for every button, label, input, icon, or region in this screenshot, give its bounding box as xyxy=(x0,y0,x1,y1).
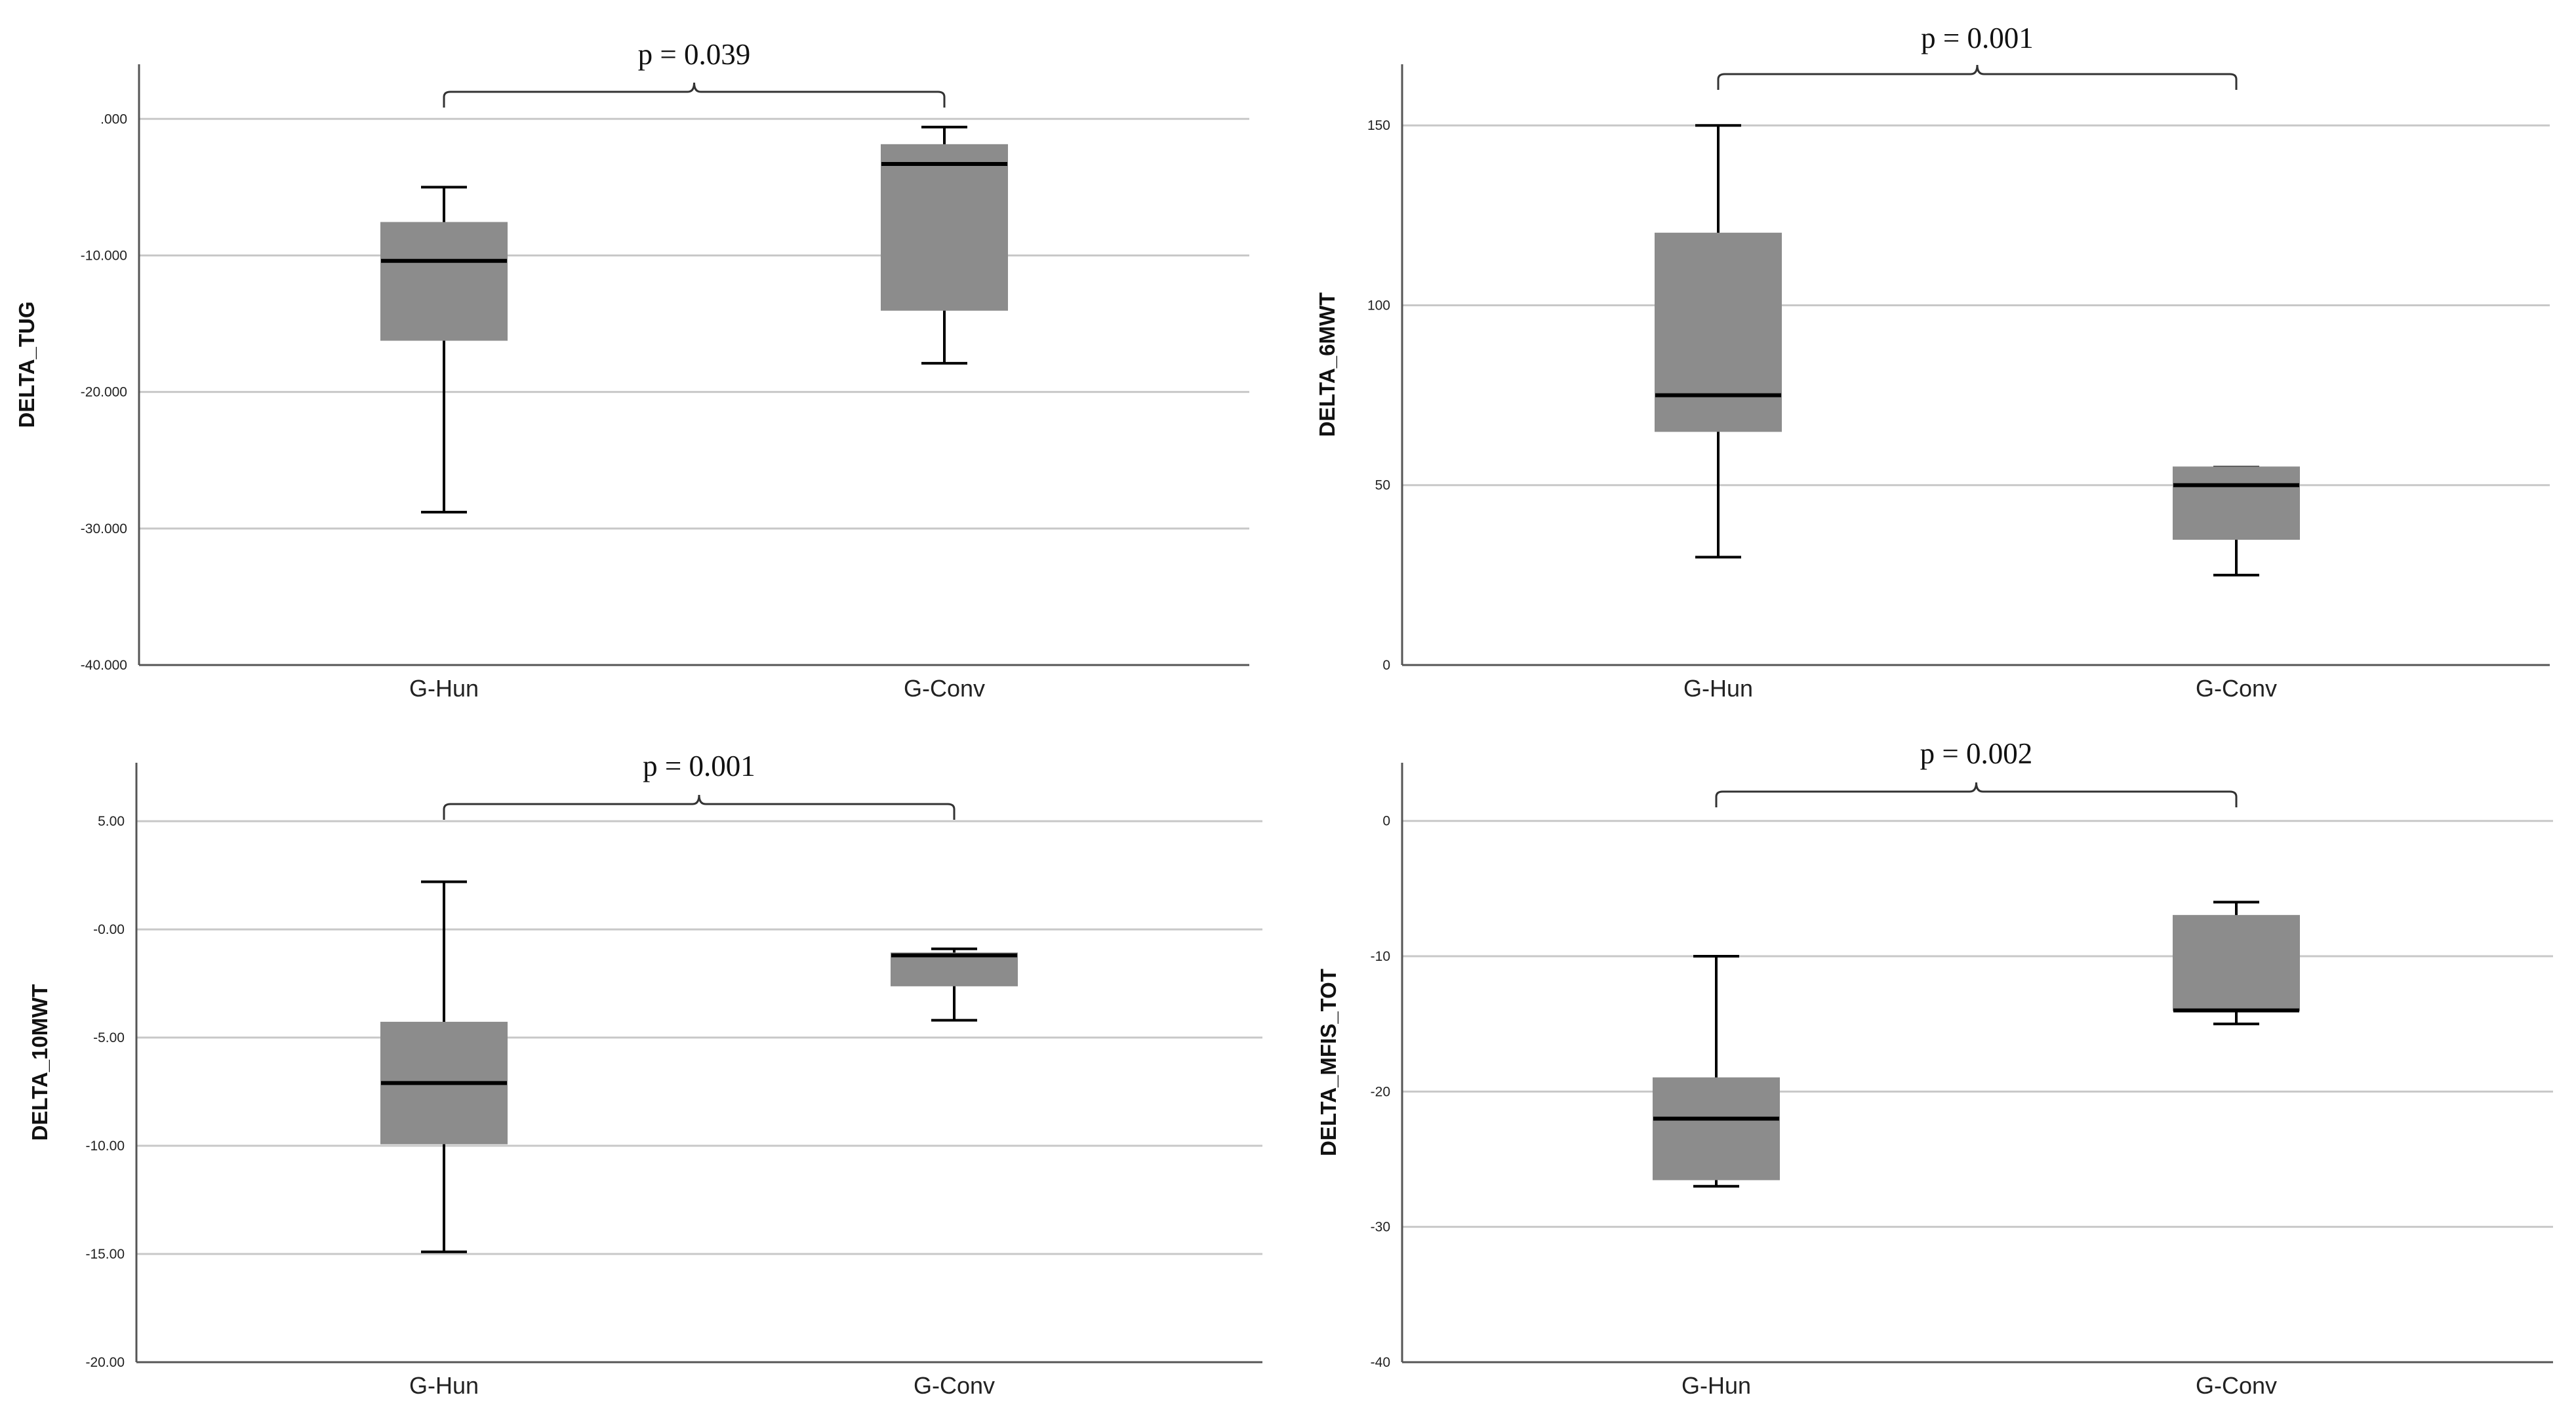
y-tick-label: -30 xyxy=(1371,1220,1390,1235)
y-tick-label: 100 xyxy=(1367,298,1390,313)
iqr-box xyxy=(881,144,1008,311)
y-tick-label: -10 xyxy=(1371,949,1390,964)
significance-bracket xyxy=(1717,64,2238,90)
iqr-box xyxy=(2173,915,2300,1011)
y-tick-label: 0 xyxy=(1382,814,1390,829)
y-tick-label: 150 xyxy=(1367,118,1390,133)
y-tick-label: -10.000 xyxy=(81,248,127,263)
y-tick-label: -30.000 xyxy=(81,521,127,536)
x-category-label: G-Hun xyxy=(409,1372,479,1399)
p-value-label: p = 0.001 xyxy=(1921,22,2034,54)
chart-panel: 5.00 -0.00 -5.00 -10.00 -15.00 -20.00 DELTA_10… xyxy=(28,750,1262,1399)
x-category-label: G-Hun xyxy=(409,675,479,702)
x-category-label: G-Conv xyxy=(904,675,985,702)
y-tick-label: -5.00 xyxy=(93,1030,125,1045)
y-tick-label: 0 xyxy=(1382,658,1390,673)
y-tick-label: -20.00 xyxy=(85,1355,125,1370)
y-axis-title: DELTA_6MWT xyxy=(1315,293,1339,437)
p-value-label: p = 0.002 xyxy=(1920,737,2033,770)
iqr-box xyxy=(2173,466,2300,540)
box-g-conv xyxy=(2173,900,2300,1026)
x-category-label: G-Hun xyxy=(1683,675,1753,702)
significance-bracket xyxy=(1715,782,2238,807)
x-category-label: G-Hun xyxy=(1681,1372,1751,1399)
x-category-label: G-Conv xyxy=(2196,675,2277,702)
significance-bracket xyxy=(443,82,946,108)
box-g-conv xyxy=(891,947,1018,1022)
p-value-label: p = 0.039 xyxy=(638,38,751,71)
y-tick-label: -10.00 xyxy=(85,1139,125,1154)
box-g-hun xyxy=(380,880,508,1253)
y-tick-label: 5.00 xyxy=(98,814,125,829)
y-tick-label: -20 xyxy=(1371,1084,1390,1099)
box-g-hun xyxy=(380,186,508,514)
y-tick-label: -40.000 xyxy=(81,658,127,673)
y-tick-label: -0.00 xyxy=(93,922,125,937)
iqr-box xyxy=(891,952,1018,986)
y-tick-label: .000 xyxy=(100,111,127,127)
y-tick-label: -20.000 xyxy=(81,385,127,400)
y-tick-label: -40 xyxy=(1371,1355,1390,1370)
chart-panel: .000 -10.000 -20.000 -30.000 -40.000 DELTA_TU… xyxy=(14,38,1249,702)
iqr-box xyxy=(1653,1077,1780,1181)
box-g-conv xyxy=(2173,466,2300,576)
box-g-hun xyxy=(1655,124,1782,559)
iqr-box xyxy=(1655,232,1782,432)
y-tick-label: 50 xyxy=(1375,478,1390,493)
x-category-label: G-Conv xyxy=(914,1372,995,1399)
p-value-label: p = 0.001 xyxy=(643,750,755,782)
y-axis-title: DELTA_TUG xyxy=(14,301,39,428)
box-g-hun xyxy=(1653,955,1780,1188)
y-tick-label: -15.00 xyxy=(85,1247,125,1262)
box-g-conv xyxy=(881,125,1008,365)
chart-panel: 0 -10 -20 -30 -40 DELTA_MFIS_TOT G-Hun G-Conv p … xyxy=(1316,737,2553,1399)
chart-panel: 0 50 100 150 DELTA_6MWT G-Hun G-Conv p = 0.001 xyxy=(1315,22,2550,702)
significance-bracket xyxy=(443,794,956,820)
iqr-box xyxy=(380,222,508,341)
x-category-label: G-Conv xyxy=(2196,1372,2277,1399)
y-axis-title: DELTA_MFIS_TOT xyxy=(1316,969,1340,1156)
y-axis-title: DELTA_10MWT xyxy=(28,984,52,1141)
